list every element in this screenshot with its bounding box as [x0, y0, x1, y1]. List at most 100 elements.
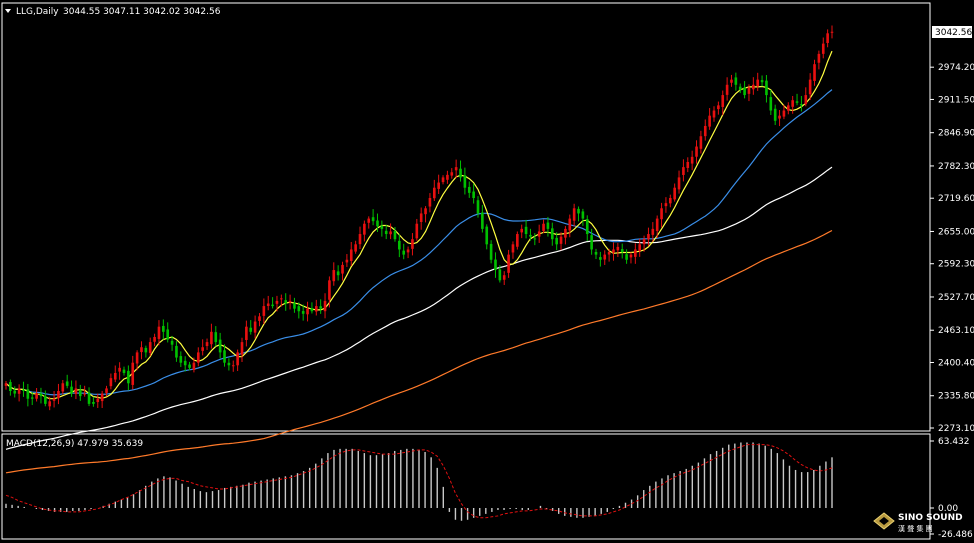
candle-body — [26, 389, 30, 399]
candle — [550, 222, 554, 246]
candle — [402, 243, 406, 260]
macd-tick-label: 63.432 — [938, 437, 970, 447]
candle-body — [35, 393, 38, 399]
candle-body — [424, 208, 427, 215]
candle-body — [109, 378, 113, 387]
candle — [349, 241, 353, 266]
candle — [78, 384, 82, 401]
candle — [227, 358, 231, 371]
candle-body — [459, 168, 462, 178]
candle — [26, 383, 30, 407]
candle-body — [594, 251, 598, 255]
candle-body — [813, 64, 816, 81]
candle-body — [113, 372, 117, 380]
candle — [275, 295, 279, 312]
candle-body — [778, 115, 781, 119]
candle — [332, 262, 336, 286]
candle-body — [127, 370, 130, 384]
candle-body — [196, 352, 200, 363]
candle-body — [542, 223, 545, 231]
candle-body — [655, 218, 659, 231]
candle-body — [284, 300, 288, 304]
candle — [140, 341, 143, 360]
candle — [642, 235, 646, 252]
candle — [533, 233, 537, 246]
candle-body — [625, 254, 628, 260]
candle — [96, 393, 100, 408]
candle — [494, 252, 497, 278]
candle — [607, 248, 611, 262]
candle-body — [214, 332, 218, 343]
candle-body — [341, 264, 344, 274]
candle-body — [677, 177, 681, 190]
candle — [280, 294, 283, 307]
candle-body — [529, 234, 532, 237]
candle-body — [310, 308, 314, 312]
candle-body — [454, 167, 458, 171]
candle-body — [743, 87, 746, 96]
candle — [100, 390, 104, 408]
candle — [481, 204, 484, 233]
candle-body — [489, 243, 493, 260]
candle-body — [730, 79, 733, 83]
candle — [721, 90, 725, 116]
candle — [52, 391, 56, 408]
candle-body — [747, 87, 751, 94]
candle-body — [162, 325, 165, 332]
candle-body — [620, 249, 624, 253]
candle — [647, 227, 650, 247]
candle — [585, 215, 589, 242]
candle-body — [821, 43, 825, 54]
price-tick-label: 2719.60 — [938, 194, 974, 204]
candle-body — [441, 177, 445, 183]
candle-body — [367, 218, 371, 223]
candle — [708, 108, 711, 130]
candle — [791, 95, 794, 114]
candle-body — [752, 84, 755, 90]
candle — [22, 381, 25, 397]
symbol-dropdown-icon[interactable] — [5, 9, 11, 13]
candle — [467, 181, 471, 198]
symbol-title: LLG,Daily — [16, 7, 59, 17]
candle — [489, 240, 493, 264]
candle-body — [791, 100, 794, 107]
candle-body — [585, 219, 589, 235]
candle — [664, 197, 668, 213]
candle — [127, 365, 130, 391]
candle — [323, 293, 327, 319]
candle-body — [236, 352, 239, 366]
candle — [57, 383, 60, 405]
candle-body — [166, 329, 170, 340]
candle-body — [607, 252, 611, 255]
candle-body — [463, 175, 467, 188]
candle — [65, 374, 69, 389]
candle-body — [559, 236, 563, 244]
price-tick-label: 2655.00 — [938, 227, 974, 237]
candle-body — [769, 97, 773, 111]
candle — [507, 249, 510, 278]
candle — [301, 304, 305, 321]
candle — [314, 299, 318, 316]
price-tick-label: 2463.10 — [938, 326, 974, 336]
candle — [590, 228, 593, 255]
candle-body — [498, 269, 502, 281]
candle-body — [599, 257, 602, 260]
candle-body — [830, 31, 834, 33]
candle — [74, 380, 78, 400]
candle-body — [520, 228, 524, 233]
candle — [795, 93, 799, 106]
candle — [249, 320, 253, 335]
macd-panel-frame — [1, 433, 931, 540]
candle-body — [616, 246, 620, 251]
candle — [122, 366, 126, 376]
candle — [70, 380, 73, 397]
candle-body — [786, 105, 790, 111]
price-tick-label: 2273.10 — [938, 424, 974, 434]
candle-body — [537, 231, 541, 237]
candle-body — [738, 86, 742, 90]
price-axis: 2974.20 2911.50 2846.90 2782.30 2719.60 2655.… — [930, 26, 974, 434]
candle — [376, 213, 379, 232]
candle — [131, 355, 135, 390]
candle-body — [218, 339, 222, 353]
